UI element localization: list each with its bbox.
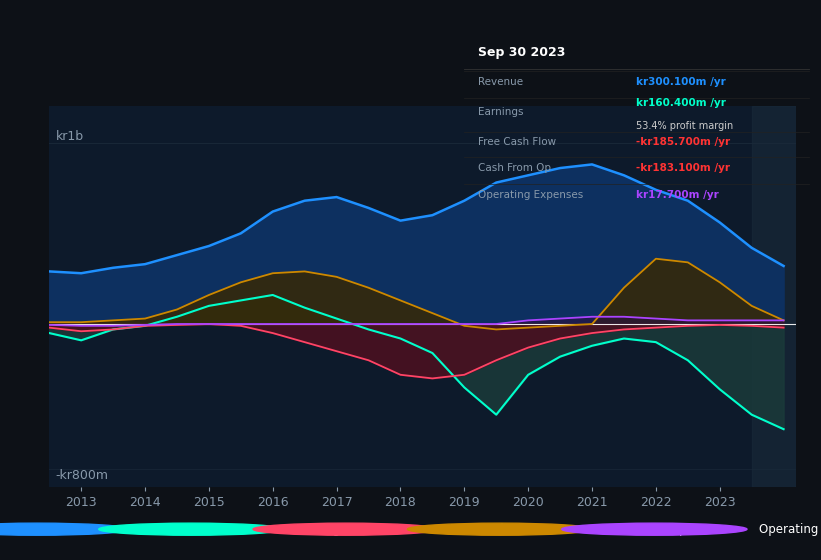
Text: Revenue: Revenue (141, 522, 193, 536)
Text: kr160.400m /yr: kr160.400m /yr (636, 97, 726, 108)
Text: Operating Expenses: Operating Expenses (759, 522, 821, 536)
Circle shape (562, 523, 747, 535)
Text: Free Cash Flow: Free Cash Flow (478, 137, 556, 147)
Text: Free Cash Flow: Free Cash Flow (450, 522, 539, 536)
Text: Operating Expenses: Operating Expenses (478, 190, 583, 200)
Text: kr17.700m /yr: kr17.700m /yr (636, 190, 719, 200)
Text: -kr183.100m /yr: -kr183.100m /yr (636, 163, 730, 173)
Text: Cash From Op: Cash From Op (478, 163, 551, 173)
Text: Revenue: Revenue (478, 77, 523, 87)
Text: 53.4% profit margin: 53.4% profit margin (636, 121, 733, 131)
Text: Earnings: Earnings (478, 106, 523, 116)
Text: Earnings: Earnings (296, 522, 347, 536)
Circle shape (407, 523, 593, 535)
Text: kr300.100m /yr: kr300.100m /yr (636, 77, 726, 87)
Text: Sep 30 2023: Sep 30 2023 (478, 46, 565, 59)
Text: -kr800m: -kr800m (56, 469, 108, 482)
Circle shape (0, 523, 130, 535)
Text: kr1b: kr1b (56, 130, 84, 143)
Circle shape (99, 523, 284, 535)
Bar (752, 106, 796, 487)
Text: Cash From Op: Cash From Op (604, 522, 686, 536)
Text: -kr185.700m /yr: -kr185.700m /yr (636, 137, 731, 147)
Circle shape (253, 523, 438, 535)
